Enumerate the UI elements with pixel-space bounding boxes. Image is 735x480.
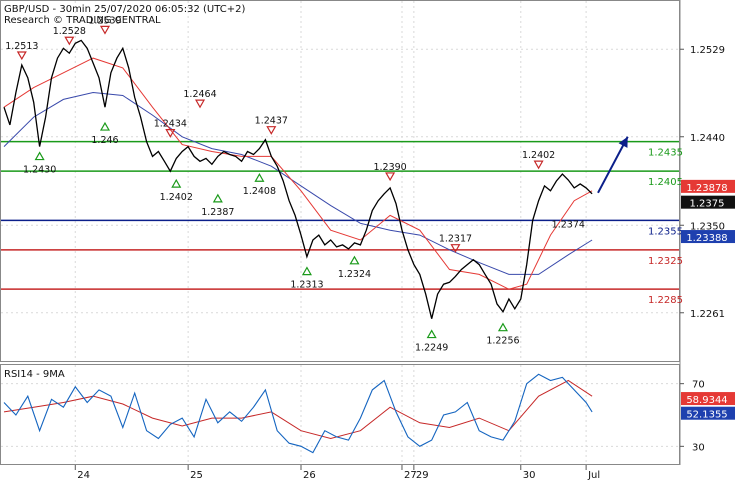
level-label: 1.2405 [648, 177, 683, 188]
swing-label: 1.2434 [154, 119, 187, 130]
swing-high-marker [99, 25, 111, 35]
swing-high-marker [194, 99, 206, 109]
swing-label: 1.2374 [552, 220, 585, 231]
swing-low-marker [301, 266, 312, 276]
price-line [3, 39, 593, 319]
level-label: 1.2285 [648, 295, 683, 306]
ma-slow-line [3, 91, 593, 275]
rsi-value-tag-bg [681, 392, 735, 406]
rsi-series-group [3, 373, 593, 454]
y-tick-label: 1.2529 [690, 45, 725, 56]
support-resistance-levels: 1.2435 1.2405 1.2355 1.2325 1.2285 [1, 140, 683, 306]
rsi-y-tick-label: 70 [692, 380, 705, 391]
price-tags: 1.23878 1.2375 1.23388 58.9344 52.1355 [681, 179, 735, 421]
swing-label: 1.2528 [53, 26, 86, 37]
rsi-ma-line [3, 379, 593, 440]
swing-high-marker [266, 126, 277, 135]
price-tag-bg [681, 179, 735, 193]
y-tick-label: 1.2440 [690, 133, 725, 144]
swing-label: 1.2390 [373, 162, 406, 173]
swing-low-marker [497, 322, 508, 332]
price-tag: 1.23878 [686, 183, 727, 194]
swing-label: 1.2249 [415, 343, 448, 354]
rsi-y-tick-label: 30 [692, 442, 705, 453]
x-tick-label: 24 [77, 470, 90, 480]
ma-fast-line [3, 57, 593, 290]
swing-label: 1.2317 [439, 234, 472, 245]
price-tag: 1.23388 [686, 233, 727, 244]
axis-labels: 24 25 26 27 29 30 Jul 1.2529 1.2440 1.2350 1.2261 7… [74, 45, 725, 480]
x-tick-label: 26 [303, 470, 316, 480]
level-label: 1.2435 [648, 148, 683, 159]
price-panel-frame [0, 0, 680, 362]
x-tick-label: 29 [416, 470, 429, 480]
rsi-value-tag: 58.9344 [686, 395, 727, 406]
forecast-arrow-head [618, 136, 628, 148]
swing-label: 1.2387 [201, 207, 234, 218]
chart-title: GBP/USD - 30min 25/07/2020 06:05:32 (UTC… [4, 4, 245, 15]
rsi-value-tag: 52.1355 [686, 410, 727, 421]
swing-label: 1.2256 [486, 336, 519, 347]
rsi-grid [1, 365, 679, 464]
rsi-value-tag-bg [681, 406, 735, 420]
swing-high-marker [16, 51, 27, 61]
swing-label: 1.2464 [183, 89, 216, 100]
x-tick-label: 25 [190, 470, 203, 480]
level-label: 1.2325 [648, 256, 683, 267]
swing-label: 1.2430 [23, 165, 56, 176]
price-grid [1, 1, 679, 361]
x-tick-label: Jul [587, 470, 600, 480]
y-tick-label: 1.2261 [690, 309, 725, 320]
x-tick-label: 27 [404, 470, 417, 480]
swing-label: 1.2402 [522, 150, 555, 161]
swing-low-marker [34, 151, 45, 161]
swing-low-marker [171, 178, 182, 188]
swing-label: 1.2324 [338, 269, 371, 280]
swing-label: 1.246 [91, 135, 118, 146]
x-tick-label: 30 [523, 470, 536, 480]
price-series-group [3, 39, 629, 319]
swing-label: 1.2313 [290, 280, 323, 291]
swing-low-marker [426, 329, 437, 339]
y-tick-label: 1.2350 [690, 221, 725, 232]
swing-high-marker [165, 129, 176, 138]
price-tag-bg [681, 195, 735, 209]
swing-label: 1.2513 [5, 41, 38, 52]
swing-low-marker [99, 121, 111, 131]
swing-high-marker [64, 36, 75, 46]
rsi-line [3, 373, 593, 454]
forecast-arrow-line [597, 136, 629, 194]
swing-label: 1.2539 [88, 15, 121, 26]
swing-low-marker [254, 173, 265, 182]
rsi-panel-frame [0, 364, 680, 465]
swing-high-marker [533, 160, 544, 170]
swing-label: 1.2437 [255, 116, 288, 127]
price-tag-bg [681, 230, 735, 244]
swing-high-marker [385, 172, 396, 182]
swing-low-marker [349, 255, 360, 265]
price-tag: 1.2375 [690, 199, 725, 210]
level-label: 1.2355 [648, 226, 683, 237]
chart-subtitle: Research © TRADING CENTRAL [4, 15, 161, 26]
rsi-label: RSI14 - 9MA [4, 369, 65, 380]
swing-label: 1.2408 [243, 186, 276, 197]
swing-label: 1.2402 [160, 192, 193, 203]
swing-high-marker [450, 244, 461, 253]
swing-low-marker [212, 193, 223, 203]
